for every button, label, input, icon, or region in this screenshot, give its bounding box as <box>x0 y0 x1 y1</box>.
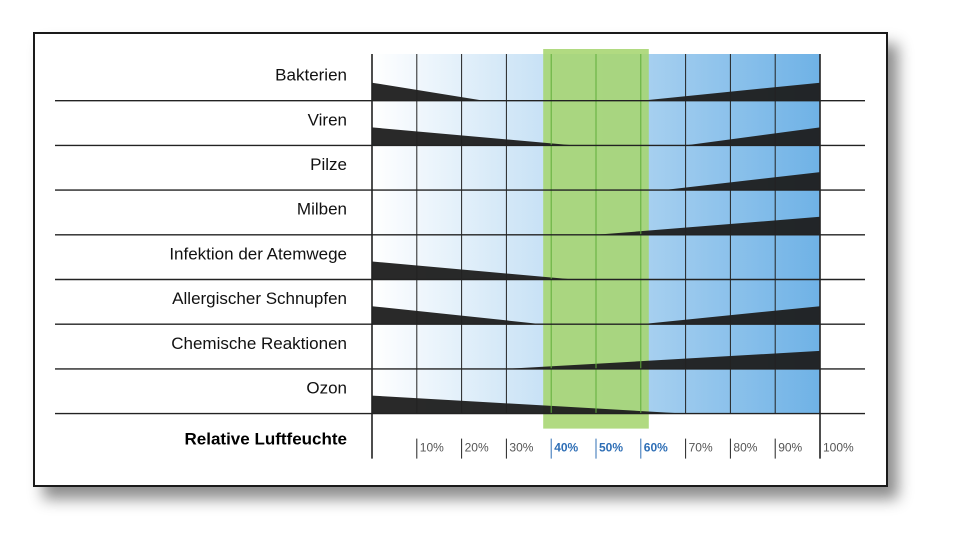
tick-label: 80% <box>733 441 757 455</box>
tick-label: 70% <box>689 441 713 455</box>
wedge-low-0 <box>372 82 484 101</box>
humidity-chart: Bakterien Viren Pilze Milben Infektion der A… <box>55 49 865 459</box>
row-label: Allergischer Schnupfen <box>172 289 347 308</box>
row-label: Milben <box>297 200 347 219</box>
row-label: Infektion der Atemwege <box>169 244 347 263</box>
wedge-high-2 <box>663 172 820 191</box>
tick-label: 20% <box>465 441 489 455</box>
tick-label: 40% <box>554 441 578 455</box>
wedge-low-5 <box>372 306 543 325</box>
chart-frame: Bakterien Viren Pilze Milben Infektion der A… <box>33 32 888 487</box>
wedge-low-4 <box>372 261 574 280</box>
tick-label: 90% <box>778 441 802 455</box>
tick-label: 10% <box>420 441 444 455</box>
row-label: Pilze <box>310 155 347 174</box>
row-label: Bakterien <box>275 66 347 85</box>
wedge-low-7 <box>372 395 686 414</box>
tick-label: 50% <box>599 441 623 455</box>
wedge-high-3 <box>596 216 820 235</box>
wedge-high-6 <box>506 350 820 369</box>
row-label: Chemische Reaktionen <box>171 334 347 353</box>
x-axis-title: Relative Luftfeuchte <box>185 430 347 449</box>
row-label: Viren <box>308 110 347 129</box>
tick-label: 100% <box>823 441 854 455</box>
tick-label: 60% <box>644 441 668 455</box>
tick-label: 30% <box>509 441 533 455</box>
row-label: Ozon <box>306 378 347 397</box>
